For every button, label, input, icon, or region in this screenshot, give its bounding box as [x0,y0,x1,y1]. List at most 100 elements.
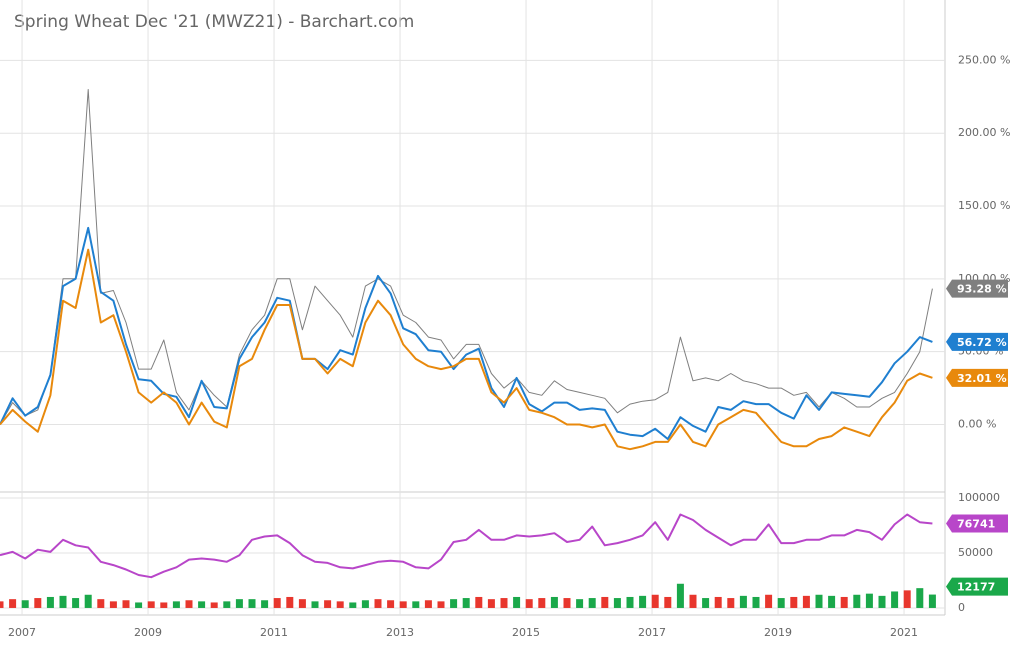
volume-bar [550,596,558,608]
volume-bar [34,598,42,608]
volume-bar [500,598,508,608]
x-tick-label: 2019 [764,626,792,639]
value-badge-label: 76741 [957,518,995,531]
volume-bar [815,594,823,608]
volume-bar [424,600,432,608]
volume-bar [198,601,206,608]
grid-layer [0,0,945,615]
y-tick-label: 200.00 % [958,126,1010,139]
volume-bar [109,601,117,608]
value-badge-label: 12177 [957,581,995,594]
volume-bar [664,596,672,608]
volume-bar [21,600,29,608]
volume-bar [223,601,231,608]
volume-bar [311,601,319,608]
volume-bar [903,590,911,608]
value-badge [946,332,1008,351]
volume-bar [46,596,54,608]
volume-bar [702,598,710,608]
marks-layer [0,89,936,608]
volume-bar [828,595,836,608]
volume-bar [651,594,659,608]
value-badge [946,514,1008,533]
volume-bar [172,601,180,608]
volume-bar [601,596,609,608]
value-badge-label: 93.28 % [957,283,1007,296]
volume-bar [639,595,647,608]
y-tick-label: 50000 [958,546,993,559]
series-line [0,226,933,440]
volume-bar [588,598,596,608]
volume-bar [928,594,936,608]
volume-bar [437,601,445,608]
y-tick-label: 100000 [958,491,1000,504]
volume-bar [563,598,571,608]
series-line [0,89,933,425]
volume-bar [513,596,521,608]
volume-bar [538,598,546,608]
x-tick-label: 2011 [260,626,288,639]
x-tick-label: 2017 [638,626,666,639]
volume-bar [298,599,306,608]
volume-bar [765,594,773,608]
volume-bar [336,601,344,608]
volume-bar [0,601,4,608]
x-tick-label: 2015 [512,626,540,639]
value-badge [946,279,1008,298]
volume-bar [122,600,130,608]
volume-bar [626,596,634,608]
volume-bar [689,594,697,608]
volume-bar [878,595,886,608]
value-badge [946,368,1008,387]
volume-bar [790,596,798,608]
volume-bar [210,602,218,608]
volume-bar [714,596,722,608]
volume-bar [349,602,357,608]
volume-bar [97,599,105,608]
value-badge [946,577,1008,596]
volume-bar [361,600,369,608]
volume-bar [72,598,80,608]
y-tick-label: 250.00 % [958,53,1010,66]
volume-bar [676,583,684,608]
value-badge-label: 32.01 % [957,372,1007,385]
volume-bar [802,595,810,608]
volume-bar [916,588,924,608]
volume-bar [475,596,483,608]
volume-bar [324,600,332,608]
volume-bar [185,600,193,608]
volume-bar [261,600,269,608]
volume-bar [9,599,17,608]
series-line [0,248,933,451]
volume-bar [450,599,458,608]
volume-bar [160,602,168,608]
volume-bar [752,596,760,608]
volume-bar [286,596,294,608]
series-line [0,513,933,579]
volume-bar [891,591,899,608]
volume-bar [865,593,873,608]
volume-bar [235,599,243,608]
volume-bar [273,598,281,608]
x-tick-label: 2007 [8,626,36,639]
volume-bar [525,599,533,608]
x-tick-label: 2013 [386,626,414,639]
y-tick-label: 150.00 % [958,199,1010,212]
volume-bar [487,599,495,608]
volume-bar [840,596,848,608]
volume-bar [84,594,92,608]
volume-bar [853,594,861,608]
y-tick-label: 0 [958,601,965,614]
y-tick-label: 0.00 % [958,417,996,430]
x-tick-label: 2021 [890,626,918,639]
chart-title: Spring Wheat Dec '21 (MWZ21) - Barchart.… [14,12,414,32]
volume-bar [576,599,584,608]
volume-bar [462,598,470,608]
value-badge-label: 56.72 % [957,336,1007,349]
volume-bar [412,601,420,608]
volume-bar [399,601,407,608]
volume-bar [739,595,747,608]
volume-bar [59,595,67,608]
volume-bar [135,602,143,608]
